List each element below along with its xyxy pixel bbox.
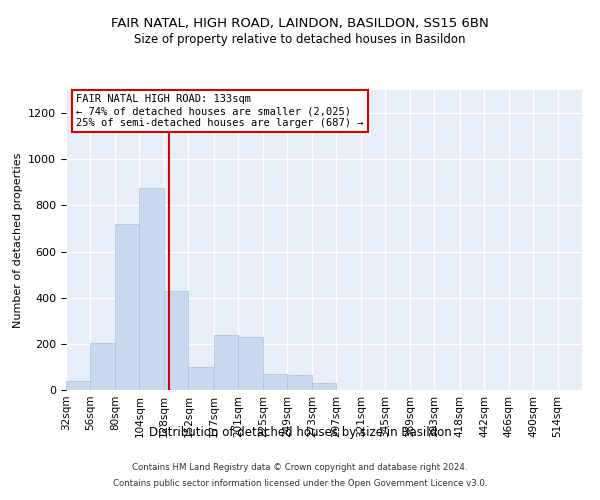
Y-axis label: Number of detached properties: Number of detached properties [13,152,23,328]
Bar [238,337,263,390]
Bar [164,291,188,390]
Text: Contains public sector information licensed under the Open Government Licence v3: Contains public sector information licen… [113,478,487,488]
Bar [91,342,115,390]
Bar [214,334,238,390]
Text: Size of property relative to detached houses in Basildon: Size of property relative to detached ho… [134,32,466,46]
Text: FAIR NATAL HIGH ROAD: 133sqm
← 74% of detached houses are smaller (2,025)
25% of: FAIR NATAL HIGH ROAD: 133sqm ← 74% of de… [76,94,364,128]
Text: Distribution of detached houses by size in Basildon: Distribution of detached houses by size … [149,426,451,439]
Bar [188,367,212,390]
Bar [139,188,164,390]
Bar [115,224,139,390]
Bar [287,375,311,390]
Text: FAIR NATAL, HIGH ROAD, LAINDON, BASILDON, SS15 6BN: FAIR NATAL, HIGH ROAD, LAINDON, BASILDON… [111,18,489,30]
Bar [263,374,287,390]
Bar [312,383,336,390]
Bar [66,381,90,390]
Text: Contains HM Land Registry data © Crown copyright and database right 2024.: Contains HM Land Registry data © Crown c… [132,464,468,472]
